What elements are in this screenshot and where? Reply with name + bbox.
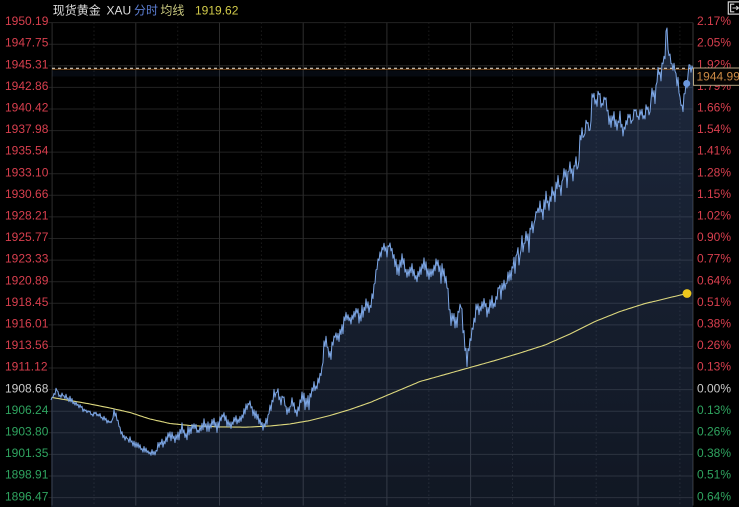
svg-text:1903.80: 1903.80 [5, 425, 49, 439]
svg-text:1923.33: 1923.33 [5, 252, 49, 266]
svg-text:0.38%: 0.38% [697, 317, 731, 331]
svg-text:1944.99: 1944.99 [697, 70, 739, 84]
svg-text:1950.19: 1950.19 [5, 14, 49, 28]
svg-text:1935.54: 1935.54 [5, 144, 49, 158]
svg-text:1920.89: 1920.89 [5, 273, 49, 287]
svg-text:1933.10: 1933.10 [5, 165, 49, 179]
svg-text:1913.56: 1913.56 [5, 338, 49, 352]
svg-text:1928.21: 1928.21 [5, 209, 49, 223]
svg-text:1925.77: 1925.77 [5, 230, 49, 244]
svg-text:0.00%: 0.00% [697, 381, 731, 395]
svg-text:0.64%: 0.64% [697, 489, 731, 503]
svg-text:1.41%: 1.41% [697, 144, 731, 158]
svg-text:1945.31: 1945.31 [5, 57, 49, 71]
svg-text:均线: 均线 [160, 4, 184, 18]
svg-text:0.38%: 0.38% [697, 446, 731, 460]
svg-text:0.26%: 0.26% [697, 425, 731, 439]
svg-text:0.64%: 0.64% [697, 273, 731, 287]
svg-text:1896.47: 1896.47 [5, 489, 49, 503]
svg-text:1901.35: 1901.35 [5, 446, 49, 460]
svg-text:2.17%: 2.17% [697, 14, 731, 28]
svg-text:1.02%: 1.02% [697, 209, 731, 223]
svg-text:0.51%: 0.51% [697, 295, 731, 309]
svg-text:XAU: XAU [107, 4, 132, 18]
svg-text:1919.62: 1919.62 [195, 4, 239, 18]
svg-text:1918.45: 1918.45 [5, 295, 49, 309]
svg-text:1.66%: 1.66% [697, 101, 731, 115]
svg-text:1916.01: 1916.01 [5, 317, 49, 331]
svg-text:0.26%: 0.26% [697, 338, 731, 352]
svg-text:2.05%: 2.05% [697, 36, 731, 50]
svg-text:1898.91: 1898.91 [5, 468, 49, 482]
svg-text:1942.86: 1942.86 [5, 79, 49, 93]
svg-text:1940.42: 1940.42 [5, 101, 49, 115]
svg-text:分时: 分时 [134, 4, 158, 18]
svg-text:1.15%: 1.15% [697, 187, 731, 201]
svg-text:0.90%: 0.90% [697, 230, 731, 244]
svg-text:0.13%: 0.13% [697, 360, 731, 374]
svg-text:1908.68: 1908.68 [5, 381, 49, 395]
svg-text:0.77%: 0.77% [697, 252, 731, 266]
svg-text:0.13%: 0.13% [697, 403, 731, 417]
svg-text:1911.12: 1911.12 [5, 360, 48, 374]
svg-text:1937.98: 1937.98 [5, 122, 49, 136]
svg-text:1947.75: 1947.75 [5, 36, 49, 50]
svg-text:0.51%: 0.51% [697, 468, 731, 482]
svg-text:1930.66: 1930.66 [5, 187, 49, 201]
svg-text:1.54%: 1.54% [697, 122, 731, 136]
svg-text:1.28%: 1.28% [697, 165, 731, 179]
svg-text:1906.24: 1906.24 [5, 403, 49, 417]
svg-text:现货黄金: 现货黄金 [53, 3, 101, 18]
